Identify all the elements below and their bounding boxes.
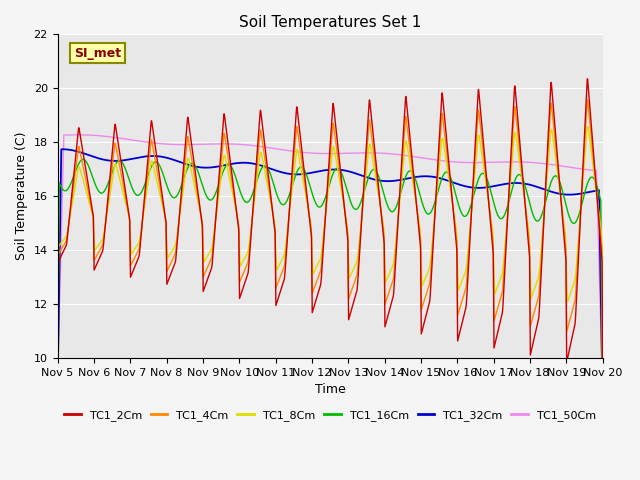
Text: SI_met: SI_met	[74, 47, 121, 60]
Y-axis label: Soil Temperature (C): Soil Temperature (C)	[15, 132, 28, 260]
Title: Soil Temperatures Set 1: Soil Temperatures Set 1	[239, 15, 421, 30]
Legend: TC1_2Cm, TC1_4Cm, TC1_8Cm, TC1_16Cm, TC1_32Cm, TC1_50Cm: TC1_2Cm, TC1_4Cm, TC1_8Cm, TC1_16Cm, TC1…	[60, 406, 600, 425]
X-axis label: Time: Time	[315, 383, 346, 396]
